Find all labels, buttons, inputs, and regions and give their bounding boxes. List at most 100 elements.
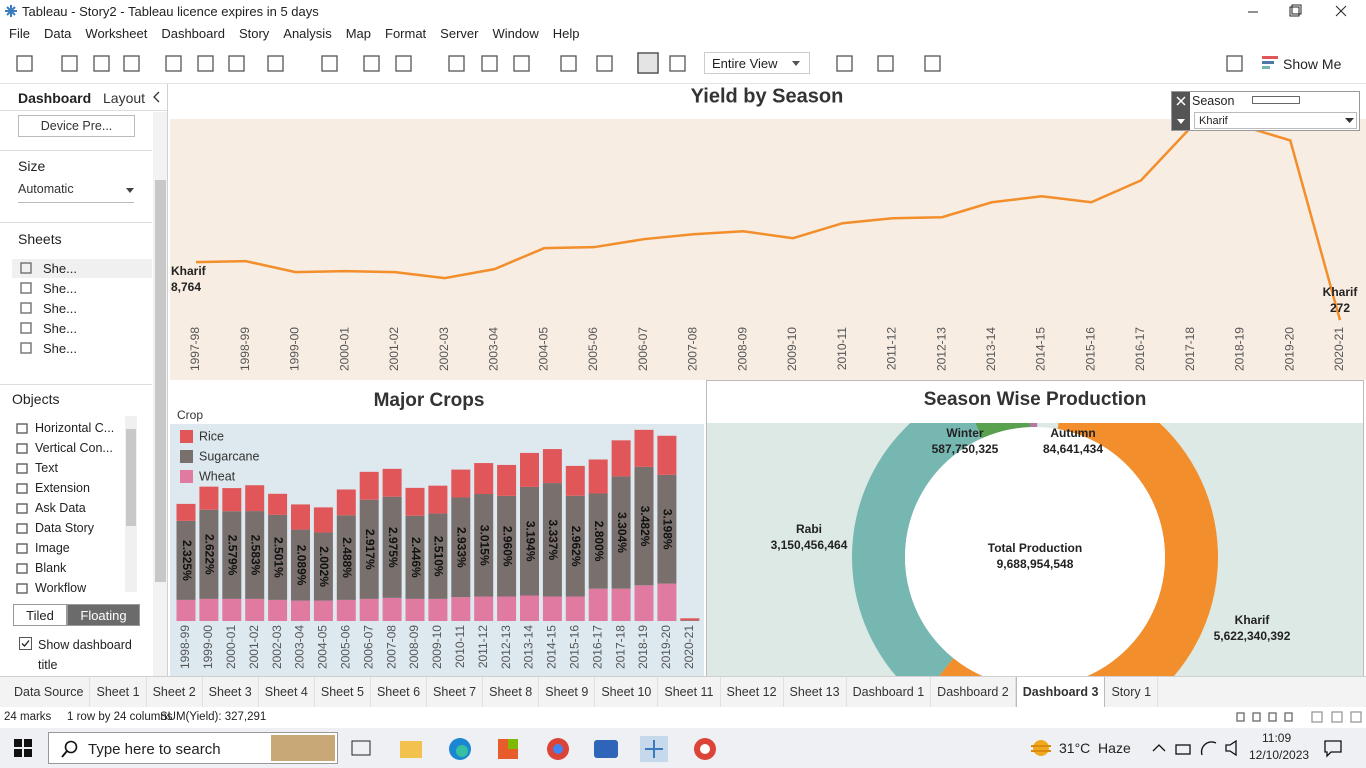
menu-item[interactable]: Dashboard [161, 25, 225, 41]
bar-segment [520, 452, 539, 487]
window-controls[interactable] [1236, 2, 1366, 20]
x-tick-label: 1998-99 [238, 327, 252, 371]
collapse-pane[interactable] [152, 91, 162, 103]
object-item[interactable]: Blank [35, 561, 67, 575]
donut-slice [852, 423, 983, 676]
menu-item[interactable]: Help [552, 25, 580, 41]
bar-segment [291, 600, 310, 621]
sheet-item[interactable]: She... [43, 301, 77, 316]
sheet-tab[interactable]: Sheet 11 [658, 677, 721, 707]
show-me-button[interactable]: Show Me [1283, 56, 1342, 72]
x-tick-label: 2000-01 [224, 625, 238, 669]
object-item[interactable]: Extension [35, 481, 90, 495]
x-tick-label: 2017-18 [613, 625, 627, 669]
checkbox[interactable] [19, 637, 32, 650]
object-icon [16, 443, 28, 454]
object-icon [16, 483, 28, 494]
sheet-tab[interactable]: Sheet 13 [784, 677, 847, 707]
pane-tab[interactable]: Dashboard [18, 90, 92, 106]
sheet-tab[interactable]: Story 1 [1105, 677, 1159, 707]
device-preview-button[interactable]: Device Pre... [18, 115, 135, 137]
menu-item[interactable]: Format [385, 25, 427, 41]
menu-item[interactable]: Analysis [283, 25, 332, 41]
bar-segment [336, 489, 356, 516]
x-tick-label: 2014-15 [1034, 327, 1048, 371]
x-tick-label: 2019-20 [659, 625, 673, 669]
object-item[interactable]: Ask Data [35, 501, 86, 515]
bar-segment [222, 511, 242, 599]
sheet-icon [20, 262, 32, 274]
toolbar-button [596, 55, 613, 72]
system-tray[interactable] [1150, 740, 1250, 758]
x-tick-label: 2002-03 [270, 625, 284, 669]
notifications[interactable] [1323, 738, 1343, 758]
toolbar: Entire View Show Me [0, 44, 1366, 84]
sheet-tab[interactable]: Sheet 6 [371, 677, 428, 707]
sheet-tab[interactable]: Dashboard 2 [931, 677, 1016, 707]
sheet-tab[interactable]: Sheet 7 [427, 677, 484, 707]
weather-text: 31°C Haze [1059, 740, 1131, 756]
window-title: Tableau - Story2 - Tableau licence expir… [22, 4, 319, 19]
start-button[interactable] [14, 739, 32, 757]
sheet-tab[interactable]: Data Source [8, 677, 91, 707]
menu-item[interactable]: Data [43, 25, 72, 41]
bar-segment [382, 468, 402, 497]
data-label: 2.975% [386, 527, 400, 568]
sheet-tab[interactable]: Sheet 5 [315, 677, 371, 707]
data-label-series: Kharif [171, 264, 207, 278]
slice-label: Winter [946, 426, 984, 440]
pane-tab[interactable]: Layout [103, 90, 146, 106]
sheet-tab[interactable]: Sheet 3 [203, 677, 259, 707]
object-item[interactable]: Data Story [35, 521, 95, 535]
menu-item[interactable]: Window [492, 25, 539, 41]
object-icon [16, 423, 28, 434]
view-mode-select[interactable]: Entire View [704, 52, 810, 74]
sheet-tab[interactable]: Dashboard 1 [847, 677, 932, 707]
sheet-tab[interactable]: Sheet 9 [539, 677, 596, 707]
section-heading: Objects [12, 391, 60, 407]
object-item[interactable]: Image [35, 541, 70, 555]
data-label: 3.337% [546, 519, 560, 560]
season-filter[interactable]: Season Kharif [1171, 91, 1360, 131]
sheet-tab[interactable]: Sheet 12 [721, 677, 784, 707]
x-tick-label: 2009-10 [785, 327, 799, 371]
menu-item[interactable]: Story [238, 25, 270, 41]
object-item[interactable]: Vertical Con... [35, 441, 113, 455]
object-item[interactable]: Horizontal C... [35, 421, 115, 435]
x-tick-label: 2013-14 [984, 327, 998, 371]
bar-segment [657, 583, 677, 621]
layout-mode-button[interactable]: Tiled [13, 604, 67, 626]
show-title-label[interactable]: Show dashboard title [38, 638, 132, 672]
taskbar-apps[interactable] [348, 736, 728, 762]
menu-item[interactable]: File [9, 25, 30, 41]
sheet-tab[interactable]: Sheet 4 [259, 677, 315, 707]
data-label: 2.501% [271, 537, 285, 578]
bar-segment [497, 464, 517, 496]
bar-segment [336, 515, 356, 600]
layout-mode-button[interactable]: Floating [67, 604, 140, 626]
menu-item[interactable]: Worksheet [85, 25, 148, 41]
menu-item[interactable]: Map [345, 25, 371, 41]
sheet-icon [20, 322, 32, 334]
toolbar-button [669, 55, 686, 72]
sheet-item[interactable]: She... [43, 321, 77, 336]
object-item[interactable]: Text [35, 461, 58, 475]
x-tick-label: 2012-13 [499, 625, 513, 669]
sheet-tab[interactable]: Sheet 8 [483, 677, 540, 707]
sheet-tab[interactable]: Sheet 10 [595, 677, 659, 707]
object-item[interactable]: Workflow [35, 581, 87, 595]
sheet-tab[interactable]: Dashboard 3 [1015, 676, 1106, 708]
search-box[interactable]: Type here to search [48, 732, 338, 764]
filter-dropdown[interactable]: Kharif [1194, 112, 1357, 129]
sheet-tab[interactable]: Sheet 2 [147, 677, 203, 707]
data-label: 2.002% [317, 546, 331, 587]
sheet-tab[interactable]: Sheet 1 [90, 677, 147, 707]
size-dropdown[interactable]: Automatic [18, 182, 134, 203]
toolbar-button [197, 55, 214, 72]
x-tick-label: 2011-12 [885, 327, 899, 370]
sheet-item[interactable]: She... [43, 281, 77, 296]
menu-item[interactable]: Server [440, 25, 479, 41]
sheet-item[interactable]: She... [43, 341, 77, 356]
sheet-item[interactable]: She... [43, 261, 77, 276]
toolbar-button [61, 55, 78, 72]
